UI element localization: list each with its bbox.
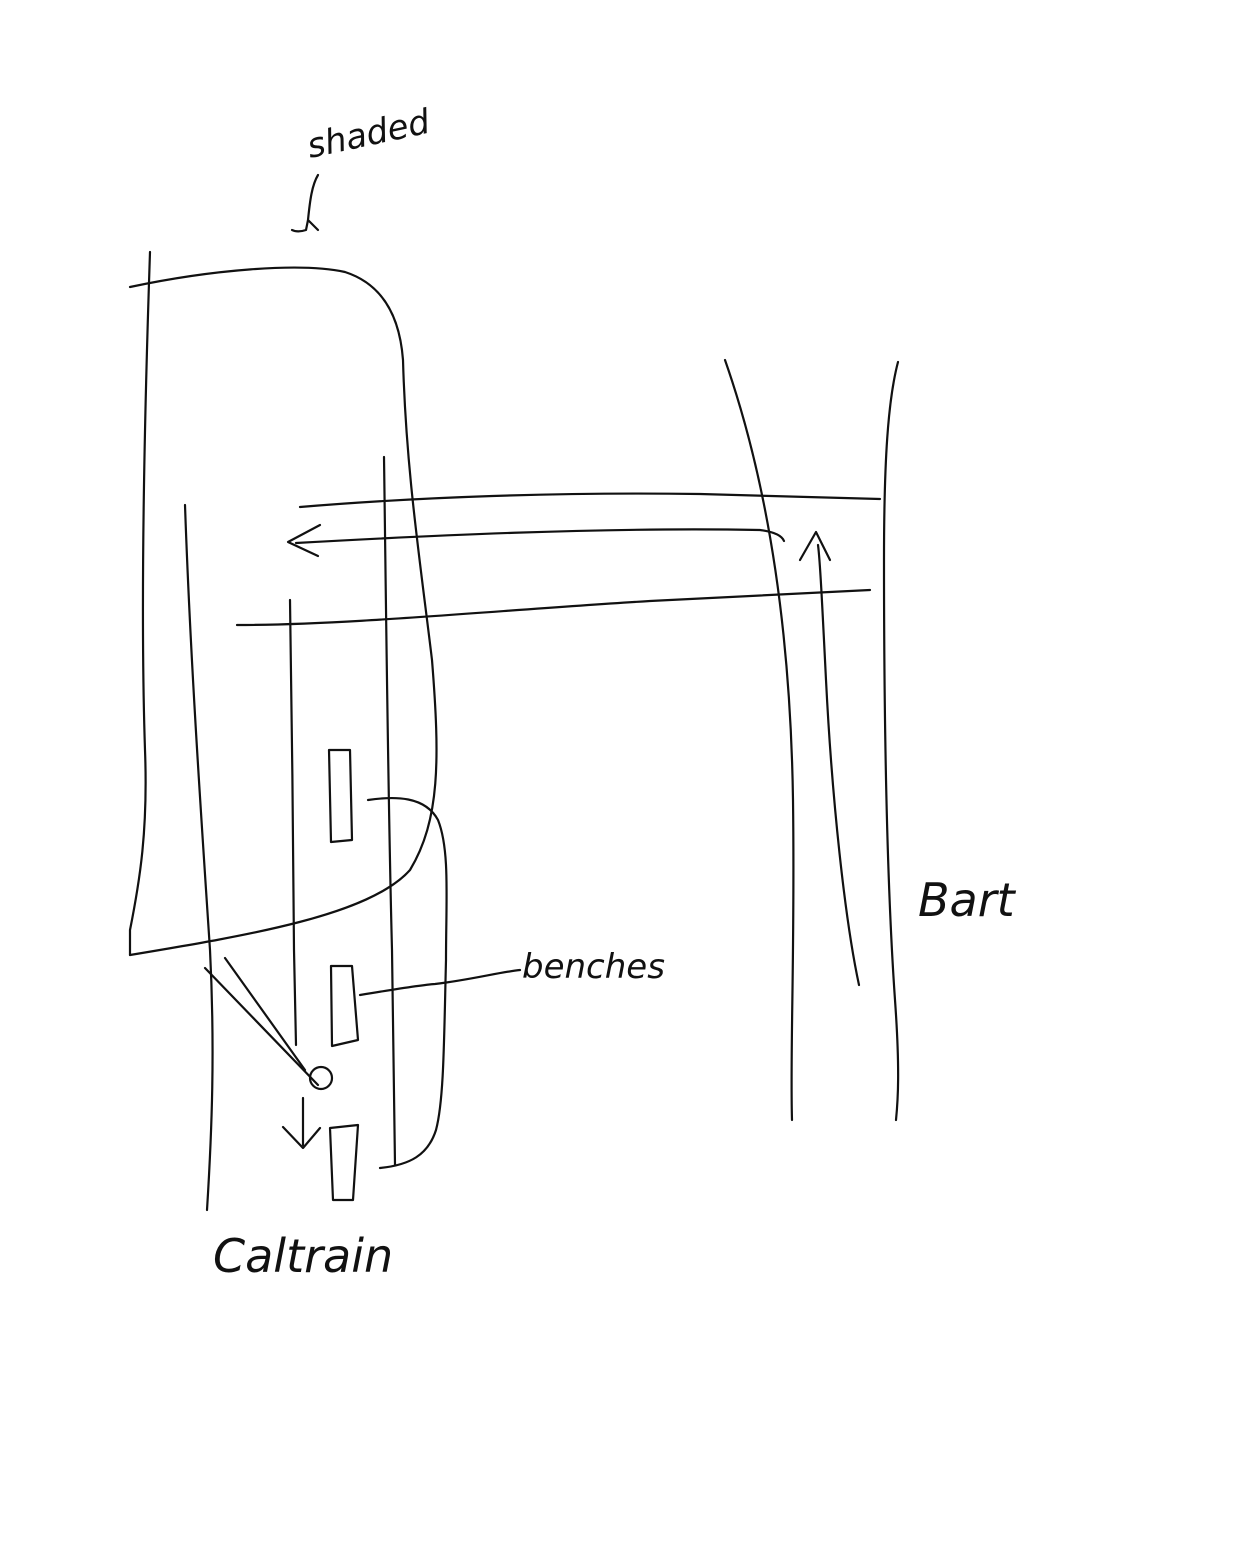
ramp-end-circle <box>308 1065 334 1091</box>
bart-direction-arrow <box>816 543 861 987</box>
label-shaded: shaded <box>304 102 434 167</box>
bart-track-left <box>723 358 795 1122</box>
shaded-area-left-edge <box>128 250 152 957</box>
caltrain-platform-left <box>288 598 298 1047</box>
bridge-top-line <box>298 492 882 509</box>
bridge-bottom-line <box>235 588 872 627</box>
label-caltrain: Caltrain <box>213 1229 393 1283</box>
caltrain-platform-right <box>382 455 397 1167</box>
label-benches: benches <box>522 947 665 987</box>
bench-upper <box>327 748 354 844</box>
bench-lower <box>328 1123 360 1202</box>
bart-arrowhead <box>798 530 832 562</box>
walkway-loop <box>366 796 448 1170</box>
bridge-direction-arrow <box>294 528 786 545</box>
shaded-area-outline <box>128 266 438 957</box>
shaded-pointer-arrow <box>290 173 320 233</box>
bridge-arrowhead <box>286 523 322 558</box>
ramp-line-outer <box>203 966 320 1087</box>
label-bart: Bart <box>918 873 1017 927</box>
benches-pointer <box>358 968 522 997</box>
caltrain-track-left <box>183 503 214 1212</box>
ramp-line-inner <box>223 956 307 1072</box>
caltrain-down-arrowhead <box>281 1125 322 1150</box>
bart-track-right <box>882 360 900 1122</box>
bench-middle <box>329 964 360 1048</box>
